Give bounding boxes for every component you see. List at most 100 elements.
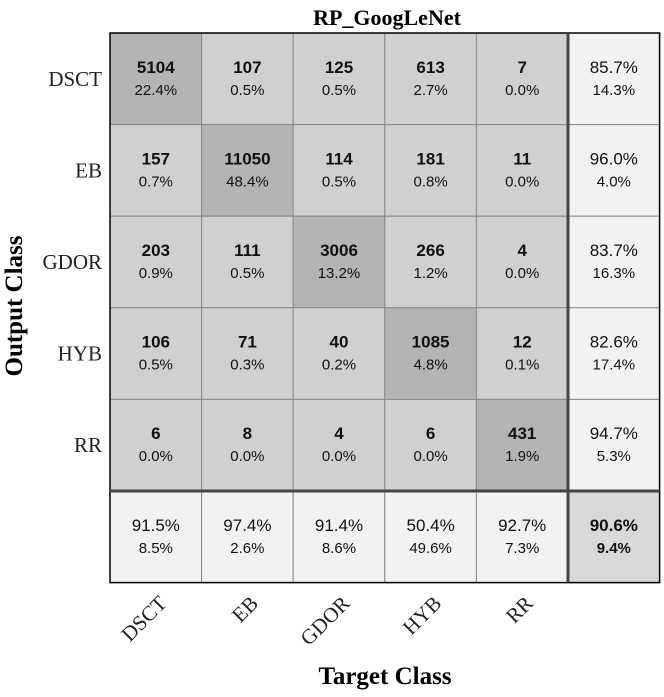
matrix-cell: 125 0.5% <box>292 32 386 126</box>
row-label: RR <box>74 433 102 457</box>
matrix-cell-percent: 4.8% <box>413 357 447 374</box>
matrix-cell-value: 3006 <box>320 241 358 260</box>
matrix-cell-value: 40 <box>330 333 349 352</box>
matrix-cell-value: 11 <box>513 149 531 168</box>
matrix-cell: 11050 48.4% <box>201 124 294 217</box>
matrix-cell-percent: 0.0% <box>230 448 264 465</box>
matrix-cell: 431 1.9% <box>475 398 569 492</box>
matrix-cell-background <box>384 398 477 492</box>
matrix-cell-background <box>109 124 203 217</box>
matrix-cell: 157 0.7% <box>109 124 203 217</box>
row-summary-cell-background <box>567 124 661 217</box>
row-summary-cell-value: 96.0% <box>590 149 638 168</box>
matrix-cell-percent: 48.4% <box>226 173 269 190</box>
column-label: EB <box>227 591 263 627</box>
matrix-cell-percent: 1.2% <box>413 265 447 282</box>
matrix-cell: 12 0.1% <box>475 307 569 400</box>
matrix-cell: 40 0.2% <box>292 307 386 400</box>
column-summary-cell-value: 92.7% <box>498 516 546 535</box>
matrix-cell-background <box>292 215 386 309</box>
matrix-cell-percent: 0.8% <box>413 173 447 190</box>
matrix-cell-background <box>475 124 569 217</box>
matrix-cell-background <box>201 124 294 217</box>
row-label: HYB <box>58 342 102 366</box>
matrix-cell-value: 431 <box>508 424 536 443</box>
row-summary-cell-percent: 16.3% <box>593 265 636 282</box>
matrix-cell-value: 125 <box>325 58 353 77</box>
matrix-cell-value: 203 <box>142 241 170 260</box>
matrix-cell-background <box>109 215 203 309</box>
column-summary-cell-background <box>201 490 294 584</box>
matrix-cell-background <box>475 398 569 492</box>
matrix-cell-background <box>292 124 386 217</box>
matrix-cell-percent: 0.2% <box>322 357 356 374</box>
matrix-cell: 11 0.0% <box>475 124 569 217</box>
row-label: DSCT <box>48 67 102 91</box>
matrix-cell: 107 0.5% <box>201 32 294 126</box>
matrix-cell-background <box>201 32 294 126</box>
row-summary-cell-percent: 17.4% <box>593 357 636 374</box>
overall-accuracy-cell-value: 90.6% <box>590 516 638 535</box>
matrix-cell-value: 4 <box>334 424 344 443</box>
row-summary-cell: 82.6% 17.4% <box>567 307 661 400</box>
matrix-cell-value: 106 <box>142 333 170 352</box>
matrix-cell-value: 6 <box>426 424 435 443</box>
matrix-cell-percent: 0.0% <box>505 173 539 190</box>
row-label: EB <box>75 158 102 182</box>
matrix-cell: 6 0.0% <box>384 398 477 492</box>
chart-title: RP_GoogLeNet <box>313 5 462 30</box>
matrix-cell-percent: 0.5% <box>322 173 356 190</box>
column-label: HYB <box>398 591 446 639</box>
overall-accuracy-cell-percent: 9.4% <box>597 540 631 557</box>
column-summary-cell-percent: 7.3% <box>505 540 539 557</box>
matrix-cell-value: 12 <box>513 333 532 352</box>
matrix-cell: 1085 4.8% <box>384 307 477 400</box>
matrix-cell-background <box>109 307 203 400</box>
matrix-cell: 111 0.5% <box>201 215 294 309</box>
matrix-cell-percent: 13.2% <box>318 265 361 282</box>
matrix-cell-background <box>384 215 477 309</box>
row-summary-cell-percent: 4.0% <box>597 173 631 190</box>
matrix-cell-value: 4 <box>517 241 527 260</box>
column-summary-cell-value: 97.4% <box>223 516 271 535</box>
matrix-cell-value: 11050 <box>224 149 270 168</box>
column-summary-cell-percent: 8.6% <box>322 540 356 557</box>
column-label: GDOR <box>295 591 354 650</box>
matrix-cell: 3006 13.2% <box>292 215 386 309</box>
matrix-cell-background <box>384 124 477 217</box>
matrix-cell-value: 5104 <box>137 58 175 77</box>
row-summary-cell-background <box>567 215 661 309</box>
matrix-cell-percent: 0.3% <box>230 357 264 374</box>
matrix-cell-value: 8 <box>243 424 252 443</box>
matrix-cells: 5104 22.4% 107 0.5% 125 0.5% 613 2.7% 7 0.0% 85.7%… <box>109 32 661 584</box>
matrix-cell-percent: 0.9% <box>139 265 173 282</box>
matrix-cell-percent: 0.5% <box>230 82 264 99</box>
row-label: GDOR <box>42 250 102 274</box>
matrix-cell-value: 157 <box>142 149 170 168</box>
matrix-cell-value: 266 <box>416 241 444 260</box>
column-summary-cell-percent: 2.6% <box>230 540 264 557</box>
matrix-cell: 5104 22.4% <box>109 32 203 126</box>
matrix-cell-value: 1085 <box>412 333 450 352</box>
matrix-cell-background <box>384 32 477 126</box>
matrix-cell-background <box>475 307 569 400</box>
matrix-cell-percent: 0.0% <box>505 265 539 282</box>
matrix-cell-percent: 0.5% <box>322 82 356 99</box>
matrix-cell: 613 2.7% <box>384 32 477 126</box>
matrix-cell: 6 0.0% <box>109 398 203 492</box>
matrix-cell-percent: 0.0% <box>139 448 173 465</box>
row-summary-cell-percent: 14.3% <box>593 82 636 99</box>
matrix-border <box>109 32 661 584</box>
row-summary-cell-value: 94.7% <box>590 424 638 443</box>
column-summary-cell-background <box>475 490 569 584</box>
row-summary-cell: 94.7% 5.3% <box>567 398 661 492</box>
column-summary-cell: 97.4% 2.6% <box>201 490 294 584</box>
row-summary-cell-value: 82.6% <box>590 333 638 352</box>
row-summary-cell: 85.7% 14.3% <box>567 32 661 126</box>
matrix-cell-percent: 0.7% <box>139 173 173 190</box>
matrix-cell-background <box>475 215 569 309</box>
matrix-cell-background <box>109 32 203 126</box>
column-label: DSCT <box>116 591 171 646</box>
column-summary-cell: 92.7% 7.3% <box>475 490 569 584</box>
